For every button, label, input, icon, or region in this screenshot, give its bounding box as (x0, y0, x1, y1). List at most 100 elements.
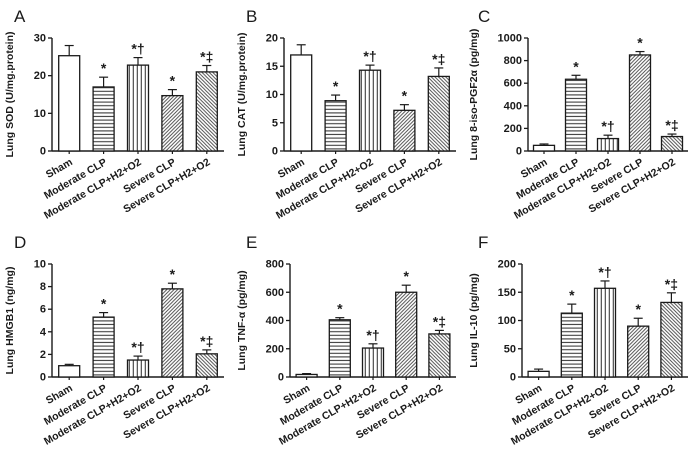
bar-4 (161, 94, 184, 152)
y-tick-label: 600 (504, 78, 522, 90)
y-tick-label: 20 (266, 33, 278, 45)
significance-annotation: * (403, 268, 409, 284)
y-tick-label: 0 (40, 372, 46, 384)
y-tick-label: 2 (40, 349, 46, 361)
bar-4 (161, 288, 184, 378)
y-tick-label: 200 (504, 123, 522, 135)
significance-annotation: *† (598, 264, 611, 280)
bar-2 (564, 78, 588, 152)
panel-B: 0 5 10 15 20 Lung CAT (U/mg.protein) B Sham * Mod… (232, 0, 464, 226)
significance-annotation: * (101, 296, 107, 312)
bar-1 (295, 373, 318, 378)
significance-annotation: *† (131, 339, 144, 355)
significance-annotation: *‡ (200, 333, 213, 349)
y-axis-label: Lung TNF-α (pg/mg) (236, 270, 248, 370)
panel-letter: F (478, 233, 488, 252)
y-axis-label: Lung 8-iso-PGF2α (pg/mg) (468, 29, 480, 161)
significance-annotation: * (101, 60, 107, 76)
bar-3 (358, 69, 382, 152)
bar-2 (92, 316, 115, 378)
y-axis-label: Lung SOD (U/mg.protein) (4, 32, 16, 158)
significance-annotation: * (402, 88, 408, 104)
significance-annotation: * (637, 35, 643, 51)
significance-annotation: *‡ (200, 48, 213, 64)
bar-4 (628, 54, 652, 152)
bar-5 (195, 71, 218, 152)
bar-5 (427, 75, 450, 152)
y-tick-label: 600 (266, 287, 284, 299)
y-tick-label: 20 (34, 70, 46, 82)
y-tick-label: 30 (34, 33, 46, 45)
bar-5 (660, 135, 684, 152)
panel-A: 0 10 20 30 Lung SOD (U/mg.protein) A Sham * Mode… (0, 0, 232, 226)
y-tick-label: 800 (504, 55, 522, 67)
bar-2 (560, 312, 583, 378)
chart-panel-C: 0 200 400 600 800 1000 Lung 8-iso-PGF2α (pg/mg… (468, 7, 688, 222)
y-tick-label: 0 (516, 146, 522, 158)
bar-3 (126, 359, 150, 378)
bar-5 (660, 301, 683, 378)
significance-annotation: *† (131, 41, 144, 57)
y-tick-label: 1000 (498, 33, 522, 45)
panel-C: 0 200 400 600 800 1000 Lung 8-iso-PGF2α (pg/mg… (464, 0, 696, 226)
bar-3 (593, 287, 617, 378)
y-tick-label: 50 (504, 343, 516, 355)
significance-annotation: *† (363, 48, 376, 64)
significance-annotation: *† (366, 327, 379, 343)
significance-annotation: * (333, 78, 339, 94)
significance-annotation: *‡ (432, 51, 445, 67)
bar-5 (195, 353, 218, 378)
y-tick-label: 0 (278, 372, 284, 384)
bar-4 (395, 291, 418, 378)
panel-letter: D (14, 233, 26, 252)
bar-1 (527, 370, 550, 378)
y-tick-label: 4 (40, 326, 47, 338)
panel-letter: B (246, 7, 257, 26)
y-tick-label: 10 (266, 89, 278, 101)
bar-1 (290, 54, 313, 152)
significance-annotation: * (569, 287, 575, 303)
panel-D: 0 2 4 6 8 10 Lung HMGB1 (ng/mg) D Sham * Moderate … (0, 226, 232, 452)
y-tick-label: 150 (498, 287, 516, 299)
y-tick-label: 200 (266, 343, 284, 355)
y-tick-label: 400 (266, 315, 284, 327)
y-tick-label: 8 (40, 281, 46, 293)
y-tick-label: 10 (34, 259, 46, 271)
significance-annotation: * (170, 266, 176, 282)
bar-3 (361, 347, 385, 378)
y-tick-label: 5 (272, 117, 278, 129)
bar-4 (393, 109, 416, 152)
bar-2 (92, 86, 115, 152)
bar-1 (58, 365, 81, 378)
bar-1 (58, 55, 81, 152)
significance-annotation: *‡ (433, 313, 446, 329)
bar-2 (324, 100, 347, 152)
panel-letter: E (246, 233, 257, 252)
bar-5 (428, 333, 451, 378)
significance-annotation: *‡ (665, 276, 678, 292)
significance-annotation: *† (601, 118, 614, 134)
y-tick-label: 800 (266, 259, 284, 271)
y-tick-label: 6 (40, 304, 46, 316)
y-tick-label: 100 (498, 315, 516, 327)
bar-1 (532, 144, 556, 152)
y-tick-label: 15 (266, 61, 278, 73)
y-axis-label: Lung HMGB1 (ng/mg) (4, 267, 16, 375)
panel-F: 0 50 100 150 200 Lung IL-10 (pg/mg) F Sham * Mode… (464, 226, 696, 452)
significance-annotation: * (573, 58, 579, 74)
significance-annotation: * (170, 73, 176, 89)
y-tick-label: 0 (272, 146, 278, 158)
bar-4 (627, 325, 650, 378)
y-tick-label: 10 (34, 108, 46, 120)
panel-letter: A (14, 7, 26, 26)
panel-letter: C (478, 7, 490, 26)
significance-annotation: * (635, 301, 641, 317)
y-tick-label: 400 (504, 100, 522, 112)
bar-3 (126, 64, 150, 152)
y-axis-label: Lung IL-10 (pg/mg) (468, 273, 480, 368)
